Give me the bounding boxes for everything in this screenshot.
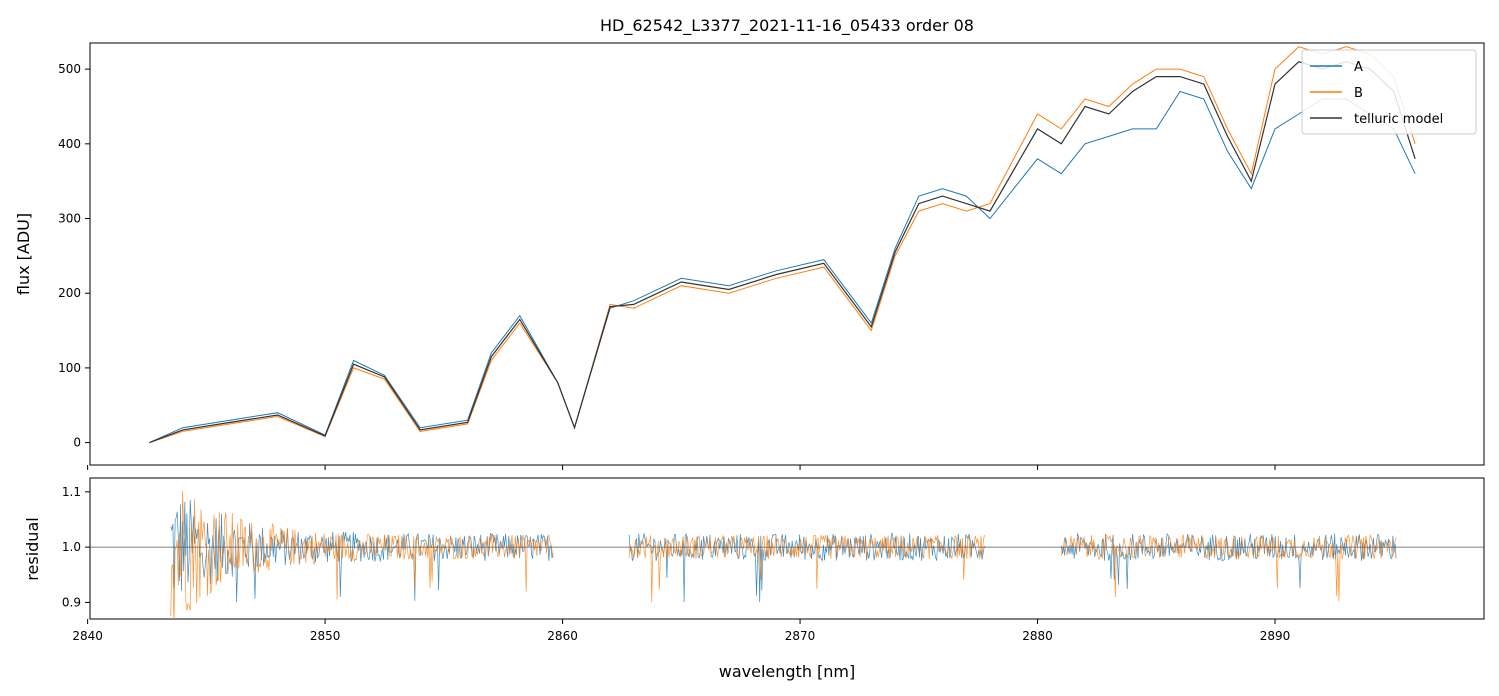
- flux-ytick-label: 400: [58, 137, 81, 151]
- flux-ytick-label: 300: [58, 212, 81, 226]
- flux-ylabel: flux [ADU]: [14, 213, 33, 295]
- residual-axes-frame: [89, 477, 1485, 620]
- legend-label-b: B: [1354, 86, 1363, 101]
- flux-axes-frame: [89, 42, 1485, 466]
- residual-xtick-label: 2890: [1260, 629, 1291, 643]
- flux-panel: 0 100 200 300 400 500 flux [ADU] A B telluric…: [14, 42, 1485, 470]
- legend-label-a: A: [1354, 60, 1363, 75]
- residual-ytick-label: 0.9: [62, 595, 81, 609]
- flux-ytick-label: 500: [58, 62, 81, 76]
- legend-label-model: telluric model: [1354, 112, 1443, 127]
- residual-ylabel: residual: [23, 517, 42, 580]
- legend-box: [1301, 49, 1477, 135]
- chart-title: HD_62542_L3377_2021-11-16_05433 order 08: [600, 16, 974, 36]
- residual-xtick-label: 2870: [785, 629, 816, 643]
- residual-series-b-segment-2: [628, 534, 986, 603]
- residual-series-b-segment-1: [170, 491, 554, 619]
- flux-ytick-label: 200: [58, 286, 81, 300]
- flux-series-a: [149, 90, 1416, 444]
- flux-ytick-label: 100: [58, 361, 81, 375]
- residual-xtick-label: 2840: [72, 629, 103, 643]
- residual-xtick-label: 2860: [547, 629, 578, 643]
- residual-xtick-label: 2880: [1022, 629, 1053, 643]
- residual-panel: 0.9 1.0 1.1 2840 2850 2860 2870 2880 2890 resid…: [23, 477, 1485, 681]
- residual-xlabel: wavelength [nm]: [719, 662, 856, 681]
- flux-series-b: [149, 46, 1416, 444]
- legend: A B telluric model: [1301, 49, 1477, 135]
- flux-series-telluric-model: [149, 61, 1416, 444]
- residual-series-b-segment-3: [1060, 533, 1397, 602]
- residual-xtick-label: 2850: [310, 629, 341, 643]
- residual-ytick-label: 1.1: [62, 485, 81, 499]
- flux-ytick-label: 0: [73, 436, 81, 450]
- residual-ytick-label: 1.0: [62, 540, 81, 554]
